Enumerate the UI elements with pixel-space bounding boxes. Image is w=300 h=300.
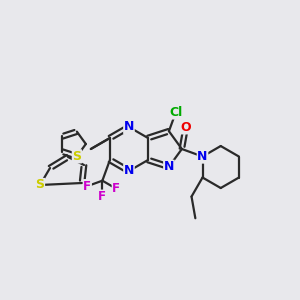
- Text: F: F: [98, 190, 106, 203]
- Text: Cl: Cl: [169, 106, 182, 119]
- Text: N: N: [164, 160, 174, 173]
- Text: F: F: [83, 180, 91, 193]
- Text: F: F: [112, 182, 120, 195]
- Text: S: S: [35, 178, 44, 191]
- Text: N: N: [197, 150, 208, 163]
- Text: S: S: [72, 150, 81, 163]
- Text: N: N: [124, 164, 134, 178]
- Text: O: O: [180, 121, 191, 134]
- Text: N: N: [124, 121, 134, 134]
